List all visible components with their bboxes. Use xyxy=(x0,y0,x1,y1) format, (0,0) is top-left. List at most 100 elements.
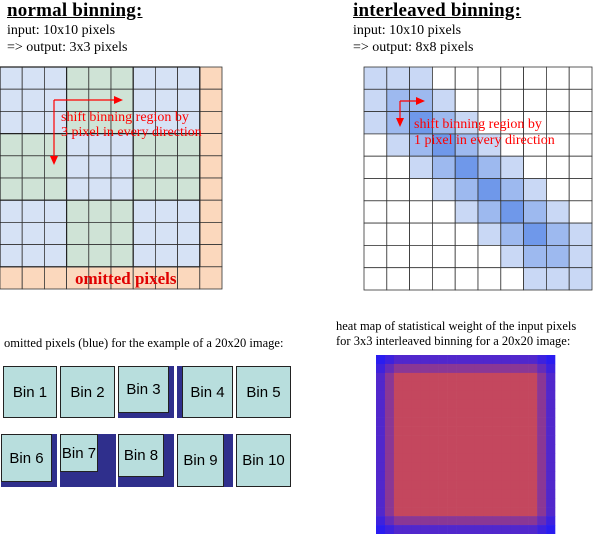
heatmap-cell xyxy=(402,489,413,499)
heatmap-cell xyxy=(429,408,439,418)
heatmap-cell xyxy=(474,471,484,481)
heatmap-cell xyxy=(456,390,466,401)
heatmap-cell xyxy=(384,462,395,472)
bin-3: Bin 3 xyxy=(118,366,169,413)
heatmap-cell xyxy=(438,408,448,418)
heatmap-cell xyxy=(384,399,395,409)
heatmap-cell xyxy=(510,435,520,445)
heatmap-cell xyxy=(420,408,430,418)
heatmap-cell xyxy=(402,444,413,454)
heatmap-cell xyxy=(447,507,457,517)
heatmap-cell xyxy=(519,462,529,472)
heatmap-cell xyxy=(501,372,511,383)
heatmap-cell xyxy=(492,453,502,463)
heatmap-cell xyxy=(537,516,547,526)
heatmap-cell xyxy=(546,462,556,472)
heatmap-cell xyxy=(474,363,484,374)
heatmap-cell xyxy=(411,355,422,365)
heatmap-cell xyxy=(438,462,448,472)
heatmap-cell xyxy=(483,372,493,383)
heatmap-cell xyxy=(429,426,439,436)
heatmap-cell xyxy=(402,381,413,392)
heatmap-cell xyxy=(519,516,529,526)
heatmap-cell xyxy=(411,363,422,374)
heatmap-cell xyxy=(492,408,502,418)
heatmap-cell xyxy=(402,435,413,445)
heatmap-cell xyxy=(537,480,547,490)
heatmap-cell xyxy=(402,390,413,401)
heatmap-cell xyxy=(465,417,475,427)
heatmap-cell xyxy=(465,489,475,499)
heatmap-cell xyxy=(393,426,404,436)
heatmap-cell xyxy=(546,399,556,409)
heatmap-cell xyxy=(519,507,529,517)
omitted-pixels-caption: omitted pixels (blue) for the example of… xyxy=(4,336,284,350)
heatmap-cell xyxy=(465,525,475,534)
heatmap-cell xyxy=(546,426,556,436)
heatmap-cell xyxy=(411,471,422,481)
heatmap-cell xyxy=(402,471,413,481)
heatmap-cell xyxy=(501,516,511,526)
heatmap-cell xyxy=(384,408,395,418)
heatmap-cell xyxy=(510,363,520,374)
heatmap-cell xyxy=(420,355,430,365)
heatmap-cell xyxy=(519,363,529,374)
heatmap-cell xyxy=(510,462,520,472)
heatmap-cell xyxy=(528,489,538,499)
heatmap-cell xyxy=(447,390,457,401)
heatmap-cell xyxy=(501,381,511,392)
heatmap-cell xyxy=(528,408,538,418)
heatmap-cell xyxy=(376,507,386,517)
heatmap-cell xyxy=(474,489,484,499)
heatmap-cell xyxy=(492,399,502,409)
heatmap-cell xyxy=(492,390,502,401)
heatmap-cell xyxy=(510,471,520,481)
heatmap-cell xyxy=(510,498,520,508)
heatmap-cell xyxy=(537,417,547,427)
heatmap-cell xyxy=(411,381,422,392)
heatmap-cell xyxy=(456,444,466,454)
heatmap-cell xyxy=(492,363,502,374)
heatmap-cell xyxy=(376,417,386,427)
heatmap-cell xyxy=(537,381,547,392)
heatmap-cell xyxy=(393,435,404,445)
heatmap-cell xyxy=(429,435,439,445)
heatmap-cell xyxy=(492,489,502,499)
heatmap-cell xyxy=(393,355,404,365)
heatmap-cell xyxy=(384,471,395,481)
heatmap-cell xyxy=(402,417,413,427)
heatmap-cell xyxy=(483,489,493,499)
heatmap-cell xyxy=(483,408,493,418)
heatmap-cell xyxy=(420,453,430,463)
heatmap-cell xyxy=(447,426,457,436)
heatmap-cell xyxy=(528,498,538,508)
heatmap-cell xyxy=(393,390,404,401)
heatmap-cell xyxy=(438,516,448,526)
heatmap-cell xyxy=(393,489,404,499)
heatmap-cell xyxy=(492,507,502,517)
heatmap-cell xyxy=(474,507,484,517)
heatmap-cell xyxy=(510,355,520,365)
heatmap-cell xyxy=(447,516,457,526)
heatmap-cell xyxy=(510,381,520,392)
heatmap-cell xyxy=(519,525,529,534)
heatmap-cell xyxy=(474,453,484,463)
heatmap-cell xyxy=(474,525,484,534)
heatmap-cell xyxy=(447,444,457,454)
heatmap-cell xyxy=(384,390,395,401)
heatmap-cell xyxy=(465,435,475,445)
heatmap-cell xyxy=(519,453,529,463)
heatmap-cell xyxy=(501,462,511,472)
heatmap-cell xyxy=(474,435,484,445)
heatmap-cell xyxy=(447,417,457,427)
heatmap-cell xyxy=(546,408,556,418)
heatmap-cell xyxy=(456,480,466,490)
heatmap-cell xyxy=(438,471,448,481)
heatmap-cell xyxy=(483,390,493,401)
heatmap-cell xyxy=(376,435,386,445)
heatmap-cell xyxy=(537,390,547,401)
interleaved-input-text: input: 10x10 pixels xyxy=(353,23,462,38)
heatmap-cell xyxy=(537,363,547,374)
heatmap-cell xyxy=(456,435,466,445)
heatmap-cell xyxy=(519,426,529,436)
